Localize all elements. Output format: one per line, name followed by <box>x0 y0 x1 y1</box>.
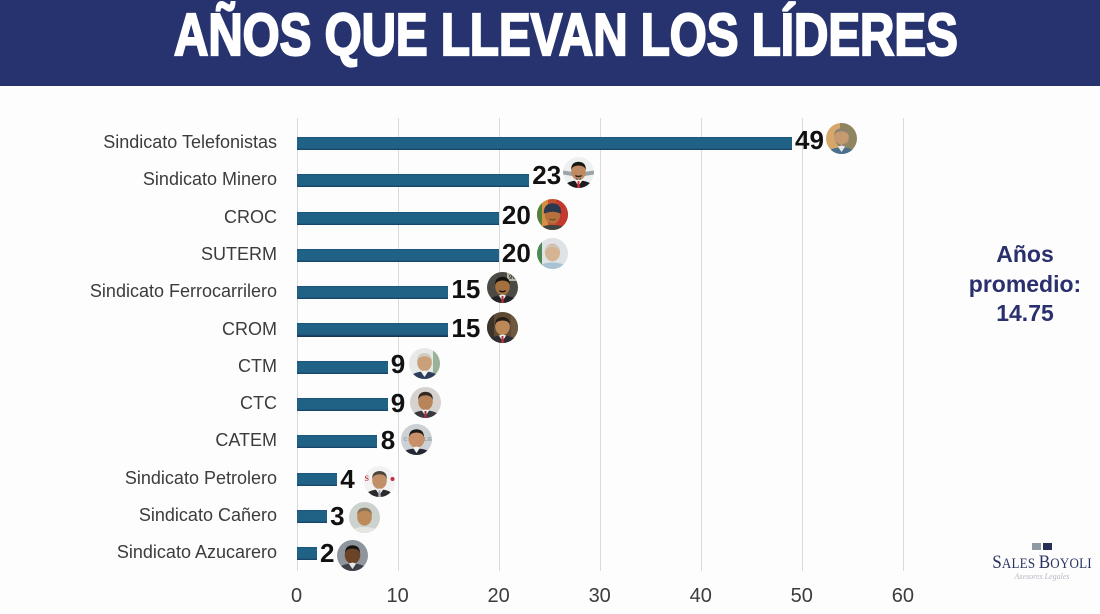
svg-text:LIE: LIE <box>424 437 432 443</box>
svg-text:C: C <box>403 437 407 443</box>
svg-text:90: 90 <box>508 274 516 281</box>
svg-text:S: S <box>365 474 370 483</box>
